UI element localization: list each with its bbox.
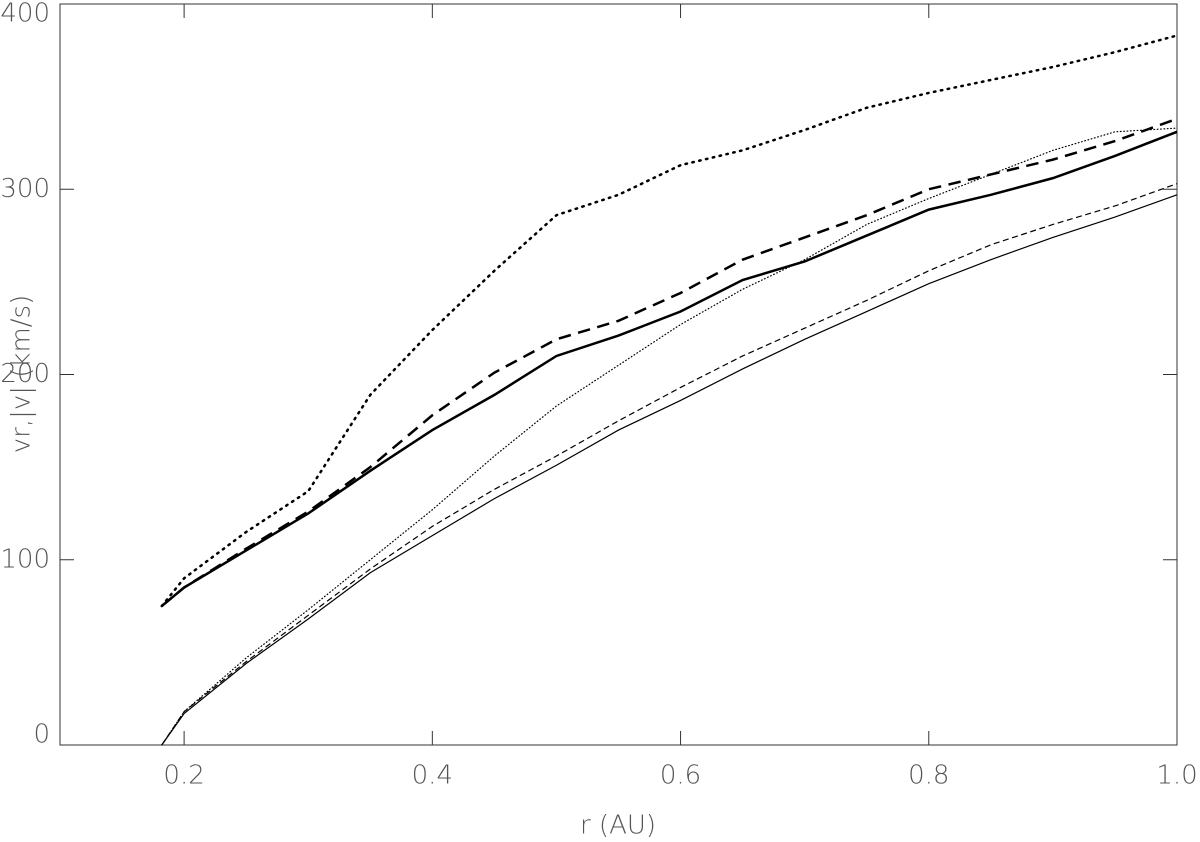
y-tick-label: 100 (0, 544, 50, 574)
data-line (161, 183, 1178, 746)
y-axis-label: vr,|v| (km/s) (7, 295, 37, 454)
y-tick-label: 300 (0, 174, 50, 204)
data-line (160, 117, 1178, 608)
data-line (160, 130, 1178, 608)
x-tick-label: 0.4 (412, 761, 453, 791)
x-tick-label: 0.8 (908, 761, 949, 791)
x-tick-label: 0.2 (163, 761, 204, 791)
data-line (161, 194, 1178, 746)
y-tick-label: 400 (0, 0, 50, 29)
data-line (160, 34, 1179, 608)
x-axis-label: r (AU) (580, 811, 656, 841)
x-tick-label: 0.6 (660, 761, 701, 791)
data-line (161, 127, 1178, 746)
y-tick-label: 0 (33, 720, 50, 750)
x-tick-label: 1.0 (1156, 761, 1197, 791)
plot-frame (59, 3, 1178, 746)
y-tick-label: 200 (0, 359, 50, 389)
